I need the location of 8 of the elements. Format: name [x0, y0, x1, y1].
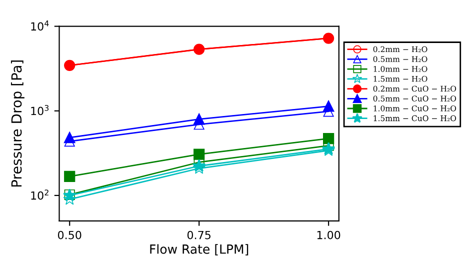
- x-tick-label: 1.00: [317, 230, 340, 240]
- x-tick-label: 0.75: [187, 230, 210, 240]
- y-tick-label: 10$^{4}$: [31, 20, 49, 31]
- y-tick-label: 10$^{2}$: [31, 190, 48, 200]
- y-axis-title: Pressure Drop [Pa]: [10, 60, 24, 187]
- y-tick-label: 10$^{3}$: [31, 104, 49, 116]
- x-axis-title: Flow Rate [LPM]: [150, 244, 248, 256]
- x-tick-label: 0.50: [58, 230, 82, 240]
